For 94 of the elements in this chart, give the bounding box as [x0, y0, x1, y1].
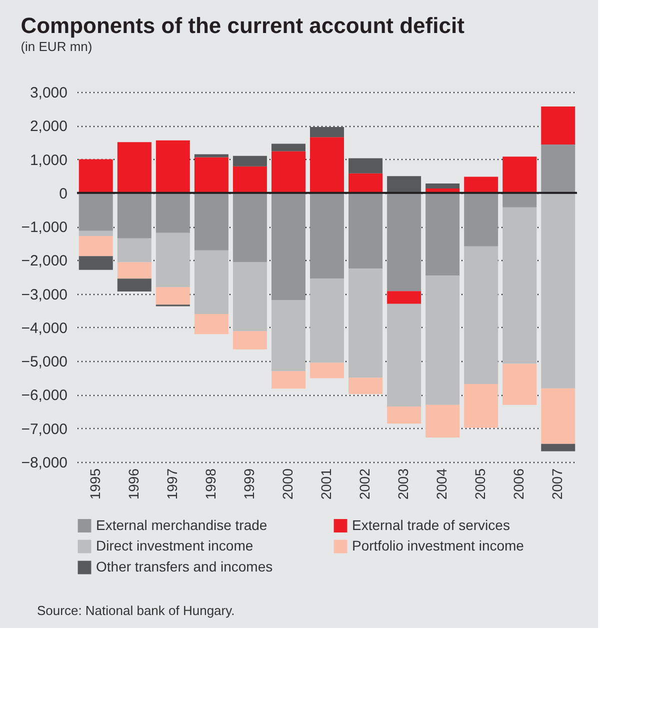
bar — [271, 300, 306, 372]
bar — [541, 444, 576, 452]
bar — [117, 192, 152, 238]
x-tick-label: 2007 — [549, 468, 566, 500]
bar — [310, 137, 344, 193]
bar — [348, 192, 383, 269]
bar — [426, 404, 460, 438]
bar — [156, 287, 190, 305]
bar — [310, 192, 344, 279]
bar — [117, 142, 152, 193]
bar — [194, 192, 228, 250]
bar — [348, 173, 383, 193]
bar — [464, 192, 498, 246]
bar — [348, 268, 383, 378]
bar — [464, 176, 498, 193]
bar — [271, 371, 306, 389]
bar — [194, 154, 228, 158]
chart-subtitle: (in EUR mn) — [20, 39, 92, 54]
legend-label: Other transfers and incomes — [96, 558, 273, 574]
y-tick-label: 2,000 — [30, 118, 68, 136]
bar — [426, 276, 460, 405]
x-tick-label: 2004 — [434, 468, 450, 500]
y-tick-label: −4,000 — [21, 320, 68, 337]
source-note: Source: National bank of Hungary. — [37, 603, 235, 618]
bar — [117, 278, 152, 292]
bar — [426, 183, 460, 189]
bar — [348, 158, 383, 174]
bar — [232, 166, 267, 193]
bar — [387, 192, 422, 292]
legend-label: External merchandise trade — [96, 516, 268, 533]
bar — [194, 314, 228, 334]
y-tick-label: 3,000 — [30, 84, 68, 102]
bar — [232, 156, 267, 166]
y-tick-label: −7,000 — [21, 420, 68, 438]
x-tick-label: 2001 — [318, 468, 334, 500]
y-tick-label: −8,000 — [21, 454, 68, 472]
bar — [541, 388, 576, 444]
bar — [117, 238, 152, 262]
y-tick-label: −3,000 — [21, 286, 68, 304]
bar — [194, 157, 228, 193]
bar — [156, 232, 190, 288]
bar — [194, 250, 228, 314]
bar — [464, 384, 498, 428]
bar — [387, 176, 422, 193]
bar — [310, 278, 344, 363]
x-tick-label: 1999 — [240, 468, 257, 500]
legend-label: Portfolio investment income — [352, 538, 524, 554]
bar — [271, 151, 306, 193]
bar — [78, 256, 113, 270]
y-tick-label: −2,000 — [21, 252, 68, 270]
y-tick-label: 0 — [59, 185, 68, 202]
y-tick-label: 1,000 — [30, 152, 68, 169]
bar — [271, 144, 306, 152]
x-tick-label: 1996 — [125, 468, 142, 500]
bar — [541, 106, 576, 144]
bar — [271, 192, 306, 300]
bar — [387, 304, 422, 406]
x-tick-label: 1997 — [164, 468, 180, 500]
legend-label: External trade of services — [352, 516, 510, 533]
x-tick-label: 2002 — [356, 468, 373, 500]
bar — [464, 246, 498, 384]
bar — [117, 262, 152, 279]
bar — [78, 192, 113, 231]
legend-label: Direct investment income — [96, 538, 254, 554]
bar — [348, 378, 383, 394]
bar — [78, 236, 113, 256]
y-tick-label: −1,000 — [21, 219, 68, 236]
x-tick-label: 2006 — [510, 468, 527, 500]
y-tick-label: −5,000 — [21, 354, 68, 371]
bar — [232, 192, 267, 262]
bar — [541, 144, 576, 193]
bar — [541, 192, 576, 388]
bar — [502, 156, 537, 193]
x-tick-label: 2000 — [279, 468, 296, 500]
y-tick-label: −6,000 — [21, 387, 68, 404]
chart-title: Components of the current account deficit — [20, 13, 466, 38]
bar — [78, 159, 113, 193]
bar — [310, 126, 344, 138]
bar — [156, 140, 190, 193]
bar — [156, 192, 190, 233]
x-tick-label: 1998 — [202, 468, 218, 500]
bar — [232, 331, 267, 350]
bar — [502, 364, 537, 405]
x-tick-label: 2003 — [395, 468, 412, 500]
bar — [232, 262, 267, 332]
bar — [502, 207, 537, 364]
bar — [310, 362, 344, 378]
x-tick-label: 1995 — [86, 468, 103, 500]
bar — [387, 291, 422, 304]
bar — [426, 192, 460, 276]
bar — [387, 406, 422, 424]
x-tick-label: 2005 — [472, 468, 488, 500]
bar — [502, 192, 537, 208]
bar — [78, 230, 113, 236]
